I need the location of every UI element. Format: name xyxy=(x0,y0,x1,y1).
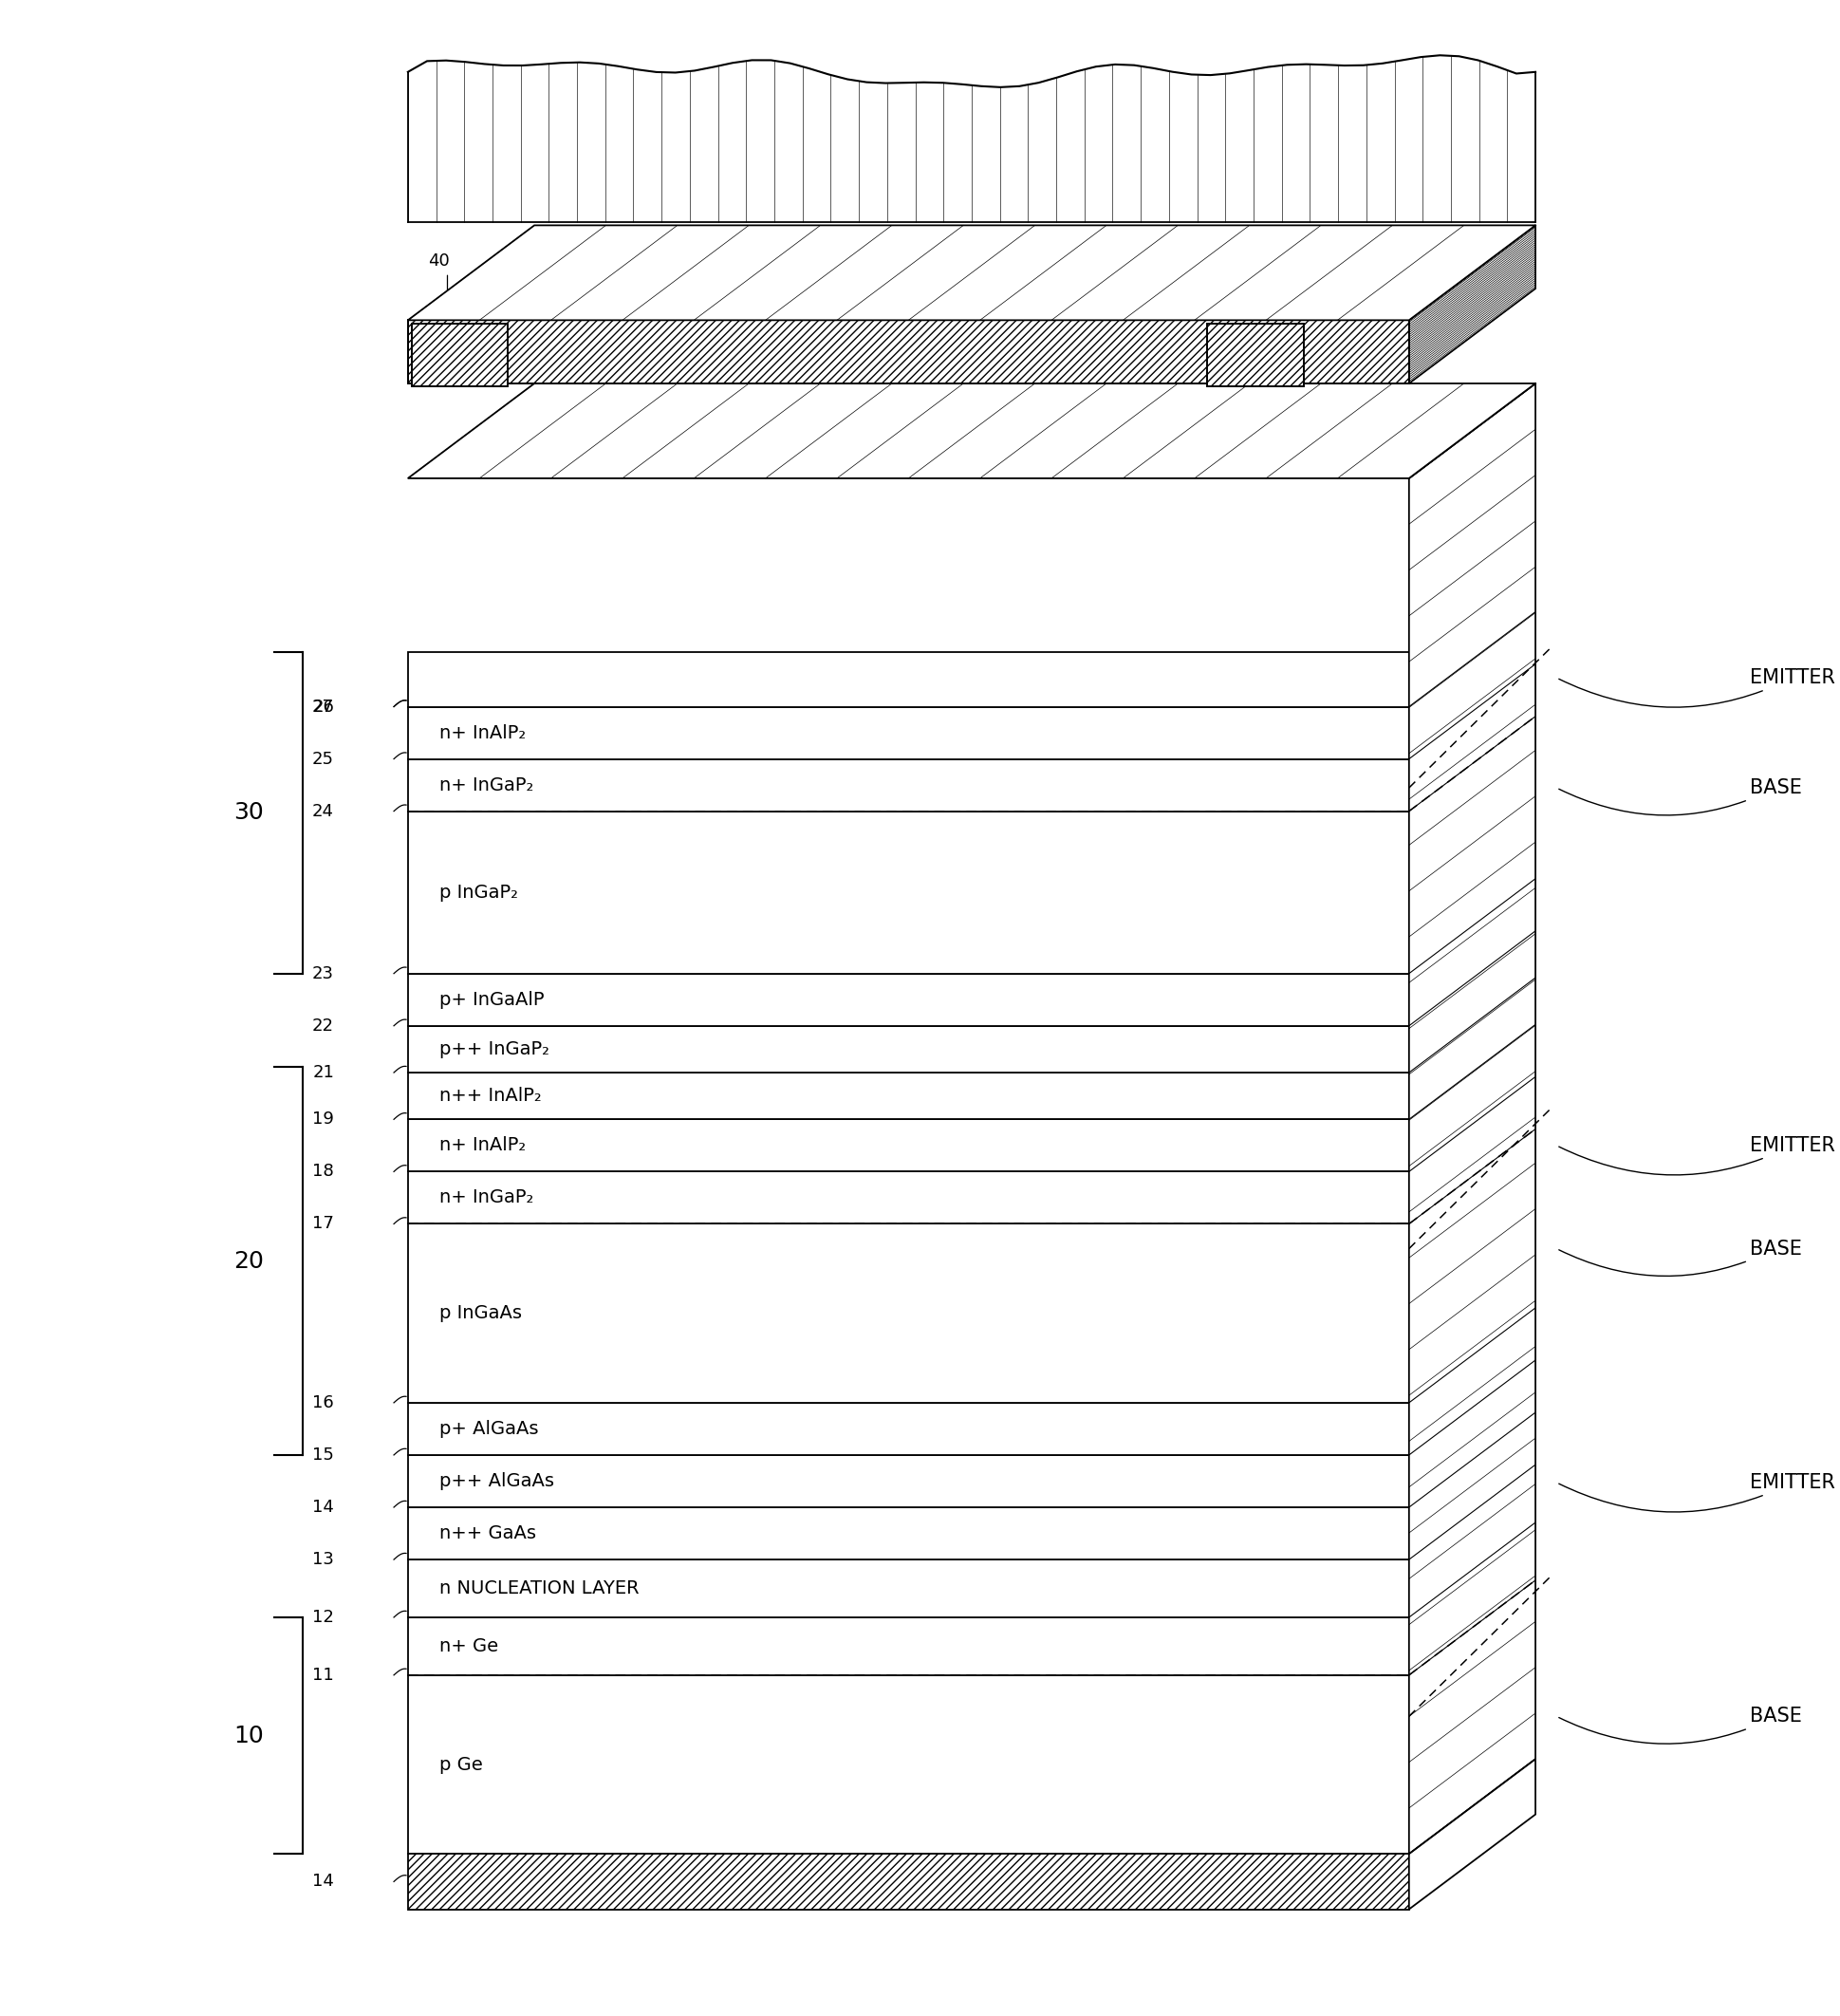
Bar xyxy=(408,321,1408,383)
Text: 22: 22 xyxy=(313,1018,335,1034)
Text: p Ge: p Ge xyxy=(440,1756,482,1774)
Bar xyxy=(408,810,1408,974)
Bar xyxy=(408,1119,1408,1171)
Bar xyxy=(408,758,1408,810)
Bar xyxy=(408,1171,1408,1224)
Text: 30: 30 xyxy=(234,800,263,825)
Text: 40: 40 xyxy=(1262,252,1282,270)
Text: p+ InGaAlP: p+ InGaAlP xyxy=(440,990,545,1008)
Bar xyxy=(408,1855,1408,1909)
Text: 23: 23 xyxy=(313,966,335,982)
Text: 12: 12 xyxy=(313,1609,335,1625)
Bar xyxy=(408,1675,1408,1855)
Text: 27: 27 xyxy=(1174,383,1196,399)
Polygon shape xyxy=(408,54,1535,222)
Polygon shape xyxy=(408,226,1535,321)
Polygon shape xyxy=(1408,226,1535,383)
Text: 14: 14 xyxy=(313,1498,335,1516)
Text: n+ InAlP₂: n+ InAlP₂ xyxy=(440,724,526,742)
Text: 13: 13 xyxy=(313,1550,335,1568)
Bar xyxy=(408,651,1408,708)
Bar xyxy=(408,321,1408,383)
Polygon shape xyxy=(1408,383,1535,1855)
Text: BASE: BASE xyxy=(1558,1708,1801,1744)
Polygon shape xyxy=(408,383,1535,478)
Text: n+ InAlP₂: n+ InAlP₂ xyxy=(440,1137,526,1155)
Text: 17: 17 xyxy=(313,1216,335,1232)
Text: 20: 20 xyxy=(234,1250,263,1272)
Text: 28: 28 xyxy=(837,302,859,321)
Bar xyxy=(408,1026,1408,1073)
Text: 18: 18 xyxy=(313,1163,335,1179)
Bar xyxy=(410,323,508,387)
Text: BASE: BASE xyxy=(1558,1240,1801,1276)
Text: 26: 26 xyxy=(313,698,335,716)
Bar xyxy=(408,1560,1408,1617)
Text: 19: 19 xyxy=(313,1111,335,1127)
Text: n++ InAlP₂: n++ InAlP₂ xyxy=(440,1087,541,1105)
Text: p++ AlGaAs: p++ AlGaAs xyxy=(440,1472,554,1490)
Text: EMITTER: EMITTER xyxy=(1558,1135,1834,1175)
Text: n NUCLEATION LAYER: n NUCLEATION LAYER xyxy=(440,1579,638,1597)
Bar xyxy=(408,974,1408,1026)
Text: BASE: BASE xyxy=(1558,778,1801,814)
Polygon shape xyxy=(1408,1760,1535,1909)
Text: p++ InGaP₂: p++ InGaP₂ xyxy=(440,1040,550,1058)
Bar xyxy=(1207,323,1303,387)
Text: n++ GaAs: n++ GaAs xyxy=(440,1524,535,1542)
Text: 21: 21 xyxy=(313,1064,335,1081)
Bar xyxy=(408,1403,1408,1456)
Text: 27: 27 xyxy=(313,698,335,716)
Text: 11: 11 xyxy=(313,1667,335,1683)
Bar xyxy=(408,1617,1408,1675)
Bar xyxy=(410,323,508,387)
Bar xyxy=(408,708,1408,758)
Text: p InGaAs: p InGaAs xyxy=(440,1304,523,1322)
Text: n+ Ge: n+ Ge xyxy=(440,1637,499,1655)
Text: 10: 10 xyxy=(234,1724,263,1748)
Text: n+ InGaP₂: n+ InGaP₂ xyxy=(440,1189,534,1208)
Text: 25: 25 xyxy=(313,750,335,768)
Text: 24: 24 xyxy=(313,802,335,821)
Text: 14: 14 xyxy=(313,1873,335,1891)
Bar xyxy=(408,1073,1408,1119)
Bar xyxy=(1207,323,1303,387)
Text: EMITTER: EMITTER xyxy=(1558,1474,1834,1512)
Text: p+ AlGaAs: p+ AlGaAs xyxy=(440,1419,539,1437)
Text: 16: 16 xyxy=(313,1395,335,1411)
Text: EMITTER: EMITTER xyxy=(1558,667,1834,708)
Bar xyxy=(408,1508,1408,1560)
Bar xyxy=(408,1456,1408,1508)
Text: p InGaP₂: p InGaP₂ xyxy=(440,883,519,901)
Bar xyxy=(408,1224,1408,1403)
Text: n+ InGaP₂: n+ InGaP₂ xyxy=(440,776,534,794)
Text: 15: 15 xyxy=(313,1445,335,1464)
Text: 40: 40 xyxy=(427,252,449,270)
